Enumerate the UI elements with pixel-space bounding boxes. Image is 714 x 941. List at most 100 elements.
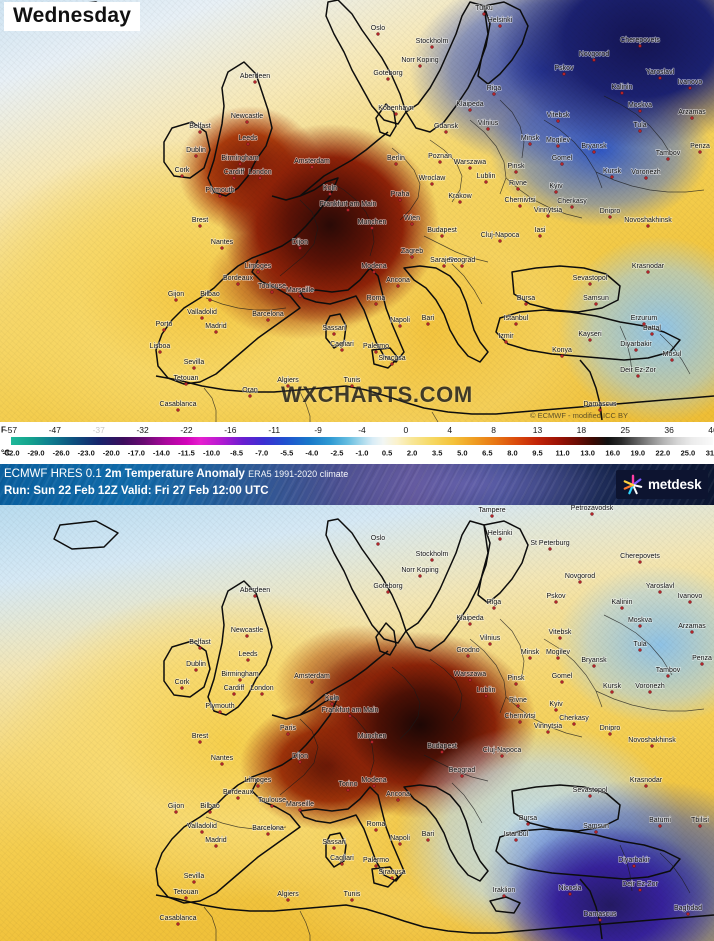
city-dot (644, 784, 648, 788)
city-dot (460, 264, 464, 268)
fahrenheit-tick: -47 (48, 424, 62, 435)
city-label: Munchen (358, 219, 387, 226)
city-dot (634, 348, 638, 352)
coastline-overlay-wednesday: Oslo Stockholm Norr Koping Goteborg Turku Hel… (53, 0, 714, 422)
city-label: Porto (156, 321, 173, 328)
city-label: Vilnius (480, 635, 501, 642)
city-label: Casablanca (160, 401, 197, 408)
city-dot (286, 384, 290, 388)
metdesk-logo-text: metdesk (648, 477, 702, 492)
city-label: Leeds (238, 135, 258, 142)
city-label: Aberdeen (240, 587, 270, 594)
city-dot (560, 680, 564, 684)
city-label: Sassari (322, 839, 346, 846)
city-label: Dijon (292, 239, 308, 246)
map-panel-friday[interactable]: Tampere Petrozavodsk Oslo Helsinki St Peterb… (0, 505, 714, 941)
city-dot (598, 918, 602, 922)
city-label: Vitebsk (549, 629, 572, 636)
city-dot (340, 348, 344, 352)
city-label: Rivne (509, 697, 527, 704)
city-dot (658, 824, 662, 828)
city-label: Minsk (521, 135, 540, 142)
city-label: Norr Koping (401, 567, 438, 574)
raster-texture-overlay (0, 0, 714, 422)
city-dot (310, 165, 314, 169)
temperature-anomaly-raster-wednesday (0, 0, 714, 422)
model-name: ECMWF HRES 0.1 (4, 468, 102, 480)
city-dot (498, 537, 502, 541)
city-label: Frankfurt am Main (320, 201, 377, 208)
fahrenheit-tick: -4 (358, 424, 366, 435)
city-label: Deir Ez-Zor (620, 367, 656, 374)
fahrenheit-tick: 18 (576, 424, 587, 435)
city-dot (174, 298, 178, 302)
city-dot (490, 514, 494, 518)
city-label: Amsterdam (294, 158, 330, 165)
city-dot (690, 630, 694, 634)
celsius-tick: 6.5 (482, 448, 493, 457)
city-label: Frankfurt am Main (322, 707, 379, 714)
parameter-name: 2m Temperature Anomaly (104, 468, 245, 480)
metdesk-logo[interactable]: metdesk (616, 470, 708, 499)
wxcharts-watermark-top: WXCHARTS.COM (281, 382, 473, 407)
city-dot (608, 732, 612, 736)
city-label: Penza (690, 143, 710, 150)
city-label: Bryansk (581, 143, 607, 150)
celsius-tick: 8.0 (507, 448, 518, 457)
city-label: Bordeaux (223, 275, 253, 282)
city-dot (180, 174, 184, 178)
city-dot (158, 350, 162, 354)
city-label: Oran (242, 387, 258, 394)
city-label: Chernivtsi (504, 197, 536, 204)
city-label: Newcastle (231, 113, 263, 120)
city-dot (560, 354, 564, 358)
city-dot (558, 636, 562, 640)
city-dot (492, 92, 496, 96)
city-dot (444, 130, 448, 134)
fahrenheit-tick: -22 (180, 424, 193, 435)
city-dot (253, 80, 257, 84)
city-label: Novoshakhinsk (624, 217, 672, 224)
city-dot (218, 710, 222, 714)
city-label: Algiers (277, 891, 299, 898)
city-dot (690, 116, 694, 120)
city-label: Dublin (186, 661, 206, 668)
city-dot (176, 408, 180, 412)
city-label: Oslo (371, 535, 386, 542)
celsius-tick: -8.5 (230, 448, 244, 457)
city-dot (514, 170, 518, 174)
color-gradient-fill (11, 437, 713, 445)
city-label: Siracusa (378, 355, 405, 362)
city-label: Dnipro (600, 208, 621, 215)
city-label: Krasnodar (630, 777, 663, 784)
city-label: Cluj-Napoca (483, 747, 522, 754)
city-dot (484, 180, 488, 184)
city-dot (270, 804, 274, 808)
city-label: Goteborg (373, 583, 402, 590)
city-label: Tunis (344, 377, 361, 384)
city-label: Roma (367, 821, 386, 828)
city-label: Poznan (428, 153, 452, 160)
day-label-wednesday: Wednesday (4, 2, 141, 32)
city-dot (350, 898, 354, 902)
map-panel-wednesday[interactable]: Oslo Stockholm Norr Koping Goteborg Turku Hel… (0, 0, 714, 422)
city-dot (418, 64, 422, 68)
city-label: Deir Ez-Zor (622, 881, 658, 888)
city-label: Ivanovo (678, 79, 703, 86)
city-dot (330, 702, 334, 706)
city-label: Warszawa (454, 159, 487, 166)
city-label: Tetouan (174, 889, 199, 896)
city-label: Bilbao (200, 803, 220, 810)
city-label: Krasnodar (632, 263, 665, 270)
city-label: Klaipeda (456, 615, 483, 622)
fahrenheit-tick: 36 (664, 424, 674, 435)
city-dot (590, 512, 594, 516)
celsius-tick: -32.0 (2, 448, 20, 457)
city-dot (198, 646, 202, 650)
city-label: Gomel (552, 155, 573, 162)
city-dot (430, 558, 434, 562)
city-dot (484, 694, 488, 698)
city-label: Koln (323, 185, 337, 192)
city-label: Modena (361, 777, 386, 784)
city-label: Goteborg (373, 70, 402, 77)
